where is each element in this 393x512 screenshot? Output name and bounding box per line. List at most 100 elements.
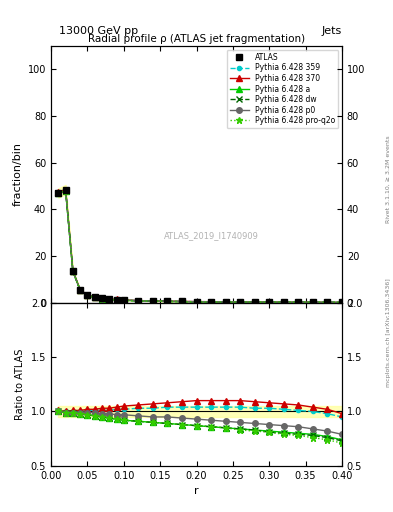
Pythia 6.428 p0	[121, 297, 126, 303]
Pythia 6.428 a	[165, 298, 170, 305]
Line: Pythia 6.428 pro-q2o: Pythia 6.428 pro-q2o	[55, 187, 345, 306]
Pythia 6.428 p0	[296, 299, 301, 305]
Pythia 6.428 359	[165, 298, 170, 304]
Pythia 6.428 pro-q2o	[71, 268, 75, 274]
Pythia 6.428 359	[136, 297, 141, 304]
ATLAS	[310, 299, 315, 305]
Pythia 6.428 dw	[325, 300, 330, 306]
Pythia 6.428 370	[310, 299, 315, 305]
Pythia 6.428 359	[78, 287, 83, 293]
Pythia 6.428 dw	[194, 298, 199, 305]
Pythia 6.428 dw	[267, 299, 272, 305]
Pythia 6.428 359	[252, 299, 257, 305]
Line: ATLAS: ATLAS	[55, 187, 345, 305]
Pythia 6.428 359	[121, 297, 126, 303]
Pythia 6.428 a	[151, 298, 155, 304]
Pythia 6.428 a	[121, 297, 126, 304]
Pythia 6.428 dw	[136, 298, 141, 304]
Pythia 6.428 dw	[92, 294, 97, 301]
Pythia 6.428 370	[165, 298, 170, 304]
Pythia 6.428 a	[56, 190, 61, 196]
Pythia 6.428 dw	[56, 190, 61, 196]
Pythia 6.428 dw	[238, 299, 242, 305]
ATLAS	[78, 287, 83, 293]
Pythia 6.428 dw	[85, 292, 90, 298]
Pythia 6.428 359	[180, 298, 184, 305]
Pythia 6.428 dw	[107, 296, 112, 303]
ATLAS	[325, 299, 330, 305]
Pythia 6.428 p0	[85, 292, 90, 298]
Legend: ATLAS, Pythia 6.428 359, Pythia 6.428 370, Pythia 6.428 a, Pythia 6.428 dw, Pyth: ATLAS, Pythia 6.428 359, Pythia 6.428 37…	[226, 50, 338, 128]
Pythia 6.428 370	[100, 295, 105, 302]
Pythia 6.428 pro-q2o	[136, 298, 141, 304]
Pythia 6.428 pro-q2o	[151, 298, 155, 304]
ATLAS	[165, 298, 170, 304]
ATLAS	[92, 294, 97, 301]
Pythia 6.428 dw	[340, 300, 344, 306]
ATLAS	[121, 297, 126, 303]
Pythia 6.428 a	[194, 298, 199, 305]
ATLAS	[100, 295, 105, 302]
Pythia 6.428 370	[136, 297, 141, 304]
Pythia 6.428 359	[85, 292, 90, 298]
Pythia 6.428 359	[114, 296, 119, 303]
Pythia 6.428 dw	[180, 298, 184, 305]
Pythia 6.428 dw	[78, 287, 83, 293]
Pythia 6.428 359	[107, 296, 112, 302]
Pythia 6.428 370	[296, 299, 301, 305]
Pythia 6.428 370	[71, 268, 75, 274]
Pythia 6.428 p0	[223, 299, 228, 305]
Pythia 6.428 dw	[223, 299, 228, 305]
Pythia 6.428 pro-q2o	[56, 190, 61, 196]
Pythia 6.428 a	[223, 299, 228, 305]
ATLAS	[114, 296, 119, 303]
Pythia 6.428 pro-q2o	[180, 298, 184, 305]
Pythia 6.428 359	[340, 300, 344, 306]
Pythia 6.428 359	[71, 268, 75, 274]
Pythia 6.428 a	[325, 300, 330, 306]
Pythia 6.428 dw	[121, 297, 126, 304]
Pythia 6.428 370	[56, 189, 61, 195]
ATLAS	[71, 268, 75, 274]
Pythia 6.428 dw	[63, 187, 68, 194]
Pythia 6.428 p0	[209, 299, 213, 305]
Pythia 6.428 pro-q2o	[165, 298, 170, 305]
Text: ATLAS_2019_I1740909: ATLAS_2019_I1740909	[163, 231, 259, 241]
Pythia 6.428 370	[121, 297, 126, 303]
ATLAS	[296, 299, 301, 305]
Pythia 6.428 pro-q2o	[267, 299, 272, 305]
Pythia 6.428 dw	[114, 297, 119, 303]
Pythia 6.428 359	[63, 186, 68, 193]
Pythia 6.428 pro-q2o	[92, 294, 97, 301]
Y-axis label: Ratio to ATLAS: Ratio to ATLAS	[15, 349, 25, 420]
Pythia 6.428 pro-q2o	[238, 299, 242, 305]
Pythia 6.428 p0	[340, 300, 344, 306]
Pythia 6.428 dw	[296, 299, 301, 305]
Line: Pythia 6.428 dw: Pythia 6.428 dw	[55, 188, 345, 305]
Pythia 6.428 a	[267, 299, 272, 305]
Pythia 6.428 pro-q2o	[223, 299, 228, 305]
Pythia 6.428 a	[63, 187, 68, 194]
Pythia 6.428 a	[107, 296, 112, 303]
Pythia 6.428 pro-q2o	[281, 299, 286, 305]
Line: Pythia 6.428 a: Pythia 6.428 a	[55, 188, 345, 305]
ATLAS	[223, 299, 228, 305]
Line: Pythia 6.428 p0: Pythia 6.428 p0	[55, 188, 345, 305]
Pythia 6.428 dw	[281, 299, 286, 305]
Text: Jets: Jets	[321, 26, 342, 36]
Pythia 6.428 p0	[56, 190, 61, 196]
Pythia 6.428 370	[63, 186, 68, 193]
Pythia 6.428 pro-q2o	[78, 287, 83, 293]
Pythia 6.428 dw	[165, 298, 170, 305]
Pythia 6.428 p0	[136, 297, 141, 304]
Pythia 6.428 370	[209, 298, 213, 305]
Pythia 6.428 359	[281, 299, 286, 305]
Pythia 6.428 pro-q2o	[209, 299, 213, 305]
Pythia 6.428 dw	[209, 299, 213, 305]
Pythia 6.428 370	[85, 292, 90, 298]
Pythia 6.428 p0	[267, 299, 272, 305]
ATLAS	[252, 299, 257, 305]
Pythia 6.428 359	[56, 189, 61, 195]
Pythia 6.428 370	[78, 287, 83, 293]
Pythia 6.428 dw	[151, 298, 155, 304]
